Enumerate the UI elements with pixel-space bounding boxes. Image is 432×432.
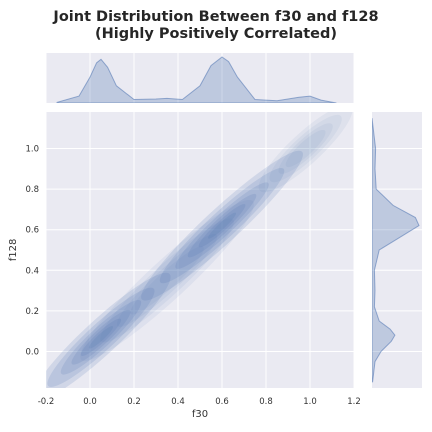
x-tick-label: 0.6	[215, 397, 229, 407]
kde-contour-bridge	[100, 218, 234, 343]
top-marginal-panel	[46, 53, 354, 103]
y-tick-labels: 0.0 0.2 0.4 0.6 0.8 1.0	[25, 145, 39, 358]
right-marginal-panel	[372, 112, 422, 388]
x-tick-label: 1.2	[347, 397, 361, 407]
x-tick-label: -0.2	[38, 397, 55, 407]
top-marginal-grid	[45, 53, 355, 103]
kde-contour-mid	[207, 212, 237, 239]
kde-contour-bridge	[130, 246, 204, 315]
y-tick-label: 0.4	[25, 266, 39, 276]
y-tick-label: 0.0	[25, 347, 39, 357]
kde-contour-high	[269, 114, 342, 183]
x-tick-label: 0.4	[171, 397, 185, 407]
kde-contour-low	[60, 299, 142, 375]
kde-contour-low	[71, 309, 131, 365]
joint-kde-contours	[46, 112, 353, 388]
x-marginal-kde	[56, 56, 337, 103]
y-axis-label: f128	[8, 239, 19, 262]
y-tick-label: 1.0	[25, 145, 39, 155]
kde-contour-bridge	[116, 233, 218, 327]
kde-contour-high	[285, 129, 326, 168]
kde-contour-low	[80, 318, 122, 356]
right-marginal-grid	[372, 148, 422, 352]
kde-contour-high	[278, 123, 333, 174]
kde-contour-mid	[187, 193, 257, 258]
kde-contour-low	[47, 287, 155, 387]
kde-contour-bridge	[80, 200, 254, 361]
y-tick-label: 0.8	[25, 185, 39, 195]
chart-title-line-2: (Highly Positively Correlated)	[94, 26, 338, 42]
kde-contour-mid	[159, 167, 285, 284]
kde-contour-low	[88, 326, 114, 349]
kde-contour-low	[46, 272, 171, 388]
y-tick-label: 0.6	[25, 226, 39, 236]
x-tick-label: 0.2	[127, 397, 141, 407]
x-tick-label: 0.8	[259, 397, 273, 407]
x-tick-labels: -0.2 0.0 0.2 0.4 0.6 0.8 1.0 1.2	[38, 397, 361, 407]
x-axis-label: f30	[192, 409, 208, 420]
y-marginal-kde	[372, 118, 420, 383]
kde-contour-mid	[141, 150, 303, 301]
chart-title-line-1: Joint Distribution Between f30 and f128	[53, 9, 379, 25]
joint-panel	[46, 112, 354, 388]
kde-contour-mid	[175, 182, 269, 269]
y-tick-label: 0.2	[25, 307, 39, 317]
kde-contour-high	[258, 112, 353, 193]
x-tick-label: 1.0	[303, 397, 317, 407]
x-tick-label: 0.0	[83, 397, 97, 407]
kde-contour-mid	[198, 203, 246, 248]
joint-grid	[45, 112, 355, 388]
